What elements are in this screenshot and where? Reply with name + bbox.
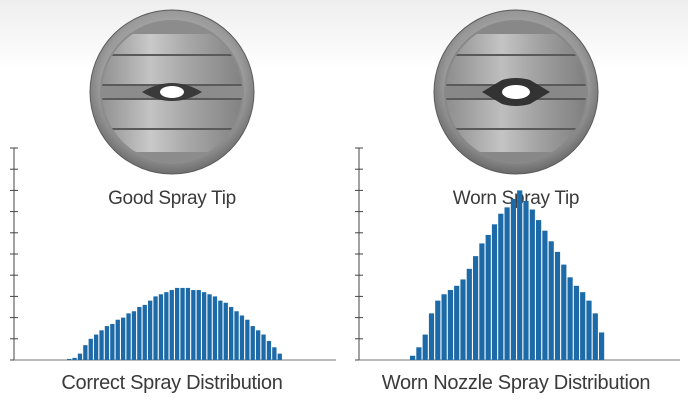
distribution-bar: [592, 313, 598, 360]
worn-tip-panel: Worn Spray Tip Worn Nozzle Spray Distrib…: [344, 0, 688, 402]
distribution-bar: [498, 213, 504, 360]
distribution-bar: [126, 313, 131, 360]
distribution-bar: [485, 234, 491, 360]
distribution-bar: [529, 209, 535, 360]
distribution-bar: [504, 207, 510, 360]
distribution-bar: [202, 292, 207, 360]
distribution-bar: [191, 290, 196, 360]
worn-distribution-chart: [355, 147, 680, 361]
worn-spray-tip-image: [433, 9, 599, 175]
distribution-bar: [554, 251, 561, 360]
distribution-bar: [491, 224, 498, 360]
distribution-bar: [185, 287, 191, 360]
distribution-bar: [435, 300, 441, 360]
distribution-bar: [94, 334, 99, 360]
distribution-bar: [542, 230, 548, 360]
distribution-bar: [77, 353, 83, 360]
distribution-bar: [239, 315, 245, 360]
distribution-bar: [573, 285, 579, 360]
distribution-bar: [212, 296, 218, 360]
distribution-bar: [88, 338, 93, 360]
distribution-bar: [153, 296, 158, 360]
distribution-bar: [180, 287, 185, 360]
distribution-bar: [523, 201, 529, 360]
distribution-bar: [142, 304, 147, 360]
good-spray-tip-image: [89, 9, 255, 175]
distribution-bar: [234, 311, 239, 360]
distribution-bar: [121, 317, 126, 360]
distribution-bar: [479, 243, 485, 360]
distribution-bar: [223, 302, 228, 360]
distribution-bar: [207, 294, 212, 360]
distribution-bar: [517, 190, 523, 360]
distribution-bar: [548, 241, 554, 360]
distribution-bar: [447, 290, 453, 360]
distribution-bar: [473, 256, 479, 360]
distribution-bar: [99, 330, 104, 360]
distribution-bar: [245, 319, 250, 360]
distribution-bar: [422, 334, 428, 360]
good-tip-panel: Good Spray Tip Correct Spray Distributio…: [10, 9, 336, 394]
distribution-bar: [441, 294, 447, 360]
distribution-bar: [580, 292, 586, 360]
worn-distribution-caption: Worn Nozzle Spray Distribution: [381, 372, 651, 394]
distribution-bar: [266, 340, 272, 360]
distribution-bar: [158, 294, 164, 360]
distribution-bar: [599, 332, 605, 360]
distribution-bar: [510, 198, 516, 360]
distribution-bar: [567, 277, 573, 360]
distribution-bar: [175, 287, 180, 360]
distribution-bar: [586, 300, 592, 360]
distribution-bar: [416, 347, 422, 360]
distribution-bar: [256, 330, 261, 360]
distribution-bar: [218, 300, 223, 360]
distribution-bar: [428, 313, 435, 360]
distribution-bar: [67, 358, 72, 360]
distribution-bar: [261, 334, 266, 360]
distribution-bar: [110, 323, 115, 360]
distribution-bar: [115, 319, 120, 360]
correct-distribution-chart: [10, 147, 336, 361]
distribution-bar: [277, 353, 282, 360]
distribution-bar: [536, 220, 542, 360]
distribution-bar: [148, 300, 153, 360]
distribution-bar: [169, 290, 174, 360]
distribution-bar: [137, 307, 142, 360]
distribution-bar: [272, 347, 277, 360]
distribution-bar: [561, 264, 567, 360]
distribution-bar: [83, 345, 88, 360]
distribution-bar: [460, 279, 466, 360]
distribution-bar: [410, 355, 416, 360]
worn-spray-tip-caption: Worn Spray Tip: [452, 188, 580, 209]
correct-distribution-caption: Correct Spray Distribution: [61, 372, 283, 394]
distribution-bar: [229, 307, 234, 360]
distribution-bar: [131, 311, 137, 360]
distribution-bar: [164, 292, 169, 360]
distribution-bar: [454, 285, 460, 360]
distribution-bar: [466, 268, 472, 360]
distribution-bar: [104, 326, 110, 360]
distribution-bar: [72, 357, 77, 360]
distribution-bar: [250, 326, 255, 360]
good-spray-tip-caption: Good Spray Tip: [108, 188, 236, 209]
distribution-bar: [196, 290, 201, 360]
